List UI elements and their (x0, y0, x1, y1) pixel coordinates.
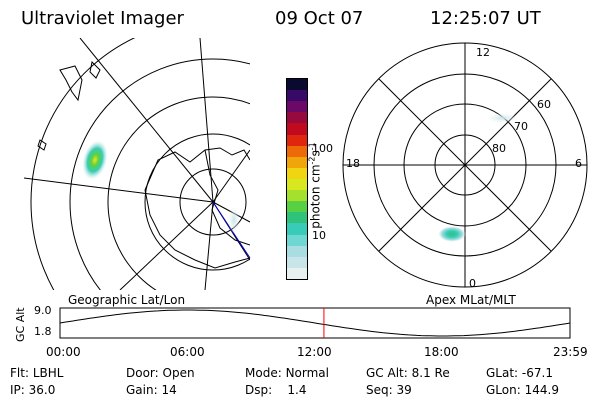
left-map-label: Geographic Lat/Lon (68, 293, 186, 307)
mlt-label-12: 12 (476, 46, 490, 59)
colorbar-tick-100: 100 (312, 142, 333, 155)
status-gain: Gain: 14 (126, 383, 177, 397)
colorbar-swatch (287, 223, 307, 235)
colorbar (286, 78, 308, 280)
lat-label-80: 80 (492, 142, 506, 155)
status-glon: GLon: 144.9 (486, 383, 559, 397)
colorbar-swatch (287, 79, 307, 91)
right-map-label: Apex MLat/MLT (426, 293, 516, 307)
colorbar-swatch (287, 212, 307, 224)
lat-label-70: 70 (514, 120, 528, 133)
mlt-label-6: 6 (575, 157, 582, 170)
instrument-title: Ultraviolet Imager (21, 8, 184, 29)
status-filter: Flt: LBHL (10, 366, 64, 380)
colorbar-swatch (287, 245, 307, 257)
status-door: Door: Open (126, 366, 195, 380)
colorbar-swatch (287, 123, 307, 135)
colorbar-swatch (287, 156, 307, 168)
colorbar-swatch (287, 256, 307, 268)
lat-label-60: 60 (537, 98, 551, 111)
status-seq: Seq: 39 (366, 383, 412, 397)
colorbar-swatch (287, 90, 307, 102)
colorbar-swatch (287, 145, 307, 157)
aurora-emission-left (82, 140, 108, 180)
aurora-emission-right (438, 226, 466, 242)
time-label: 12:25:07 UT (430, 8, 541, 29)
altitude-xtick-0000: 00:00 (46, 345, 81, 359)
mlt-label-18: 18 (346, 157, 360, 170)
colorbar-swatch (287, 267, 307, 279)
colorbar-swatch (287, 234, 307, 246)
altitude-xtick-0600: 06:00 (170, 345, 205, 359)
date-label: 09 Oct 07 (275, 8, 364, 29)
colorbar-swatch (287, 134, 307, 146)
colorbar-swatch (287, 112, 307, 124)
aurora-emission-faint (228, 206, 240, 234)
colorbar-tick-10: 10 (312, 229, 326, 242)
altitude-xtick-1200: 12:00 (297, 345, 332, 359)
altitude-ylabel: GC Alt (14, 307, 27, 342)
altitude-ytick-9: 9.0 (34, 304, 52, 317)
colorbar-swatch (287, 190, 307, 202)
colorbar-swatch (287, 179, 307, 191)
colorbar-swatch (287, 201, 307, 213)
colorbar-swatch (287, 167, 307, 180)
status-mode: Mode: Normal (245, 366, 329, 380)
colorbar-swatch (287, 101, 307, 113)
altitude-ytick-1.8: 1.8 (34, 325, 52, 338)
status-gc-alt: GC Alt: 8.1 Re (366, 366, 450, 380)
aurora-emission-dayside (486, 113, 518, 123)
altitude-xtick-1800: 18:00 (424, 345, 459, 359)
status-dsp: Dsp: 1.4 (245, 383, 307, 397)
altitude-xtick-2359: 23:59 (553, 345, 588, 359)
status-glat: GLat: -67.1 (486, 366, 553, 380)
status-ip: IP: 36.0 (10, 383, 56, 397)
altitude-curve (59, 309, 571, 337)
mlt-label-0: 0 (469, 277, 476, 290)
